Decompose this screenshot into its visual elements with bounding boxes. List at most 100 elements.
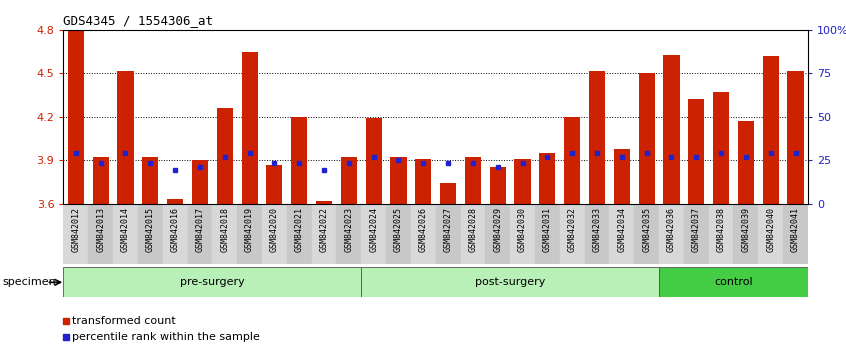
Bar (539, 153, 556, 204)
Text: GSM842031: GSM842031 (543, 207, 552, 252)
Bar (341, 157, 357, 204)
Bar (63, 204, 88, 264)
Bar (291, 117, 307, 204)
Bar (560, 204, 585, 264)
Bar (92, 157, 109, 204)
Text: GSM842026: GSM842026 (419, 207, 428, 252)
Bar (311, 204, 337, 264)
Text: GSM842022: GSM842022 (320, 207, 328, 252)
Bar (464, 157, 481, 204)
Bar (192, 160, 208, 204)
Text: control: control (714, 277, 753, 287)
Bar (613, 149, 630, 204)
Bar (585, 204, 609, 264)
Bar (564, 117, 580, 204)
Bar (684, 204, 709, 264)
Bar (241, 52, 258, 204)
Text: GSM842018: GSM842018 (220, 207, 229, 252)
Bar (639, 73, 655, 204)
Text: GSM842020: GSM842020 (270, 207, 279, 252)
Bar (738, 121, 754, 204)
Bar (659, 267, 808, 297)
Bar (167, 199, 184, 204)
Bar (486, 204, 510, 264)
Bar (262, 204, 287, 264)
Bar (88, 204, 113, 264)
Text: GSM842030: GSM842030 (518, 207, 527, 252)
Bar (535, 204, 560, 264)
Bar (788, 70, 804, 204)
Bar (162, 204, 188, 264)
Text: GSM842038: GSM842038 (717, 207, 726, 252)
Bar (287, 204, 311, 264)
Text: GSM842023: GSM842023 (344, 207, 354, 252)
Bar (436, 204, 460, 264)
Bar (113, 204, 138, 264)
Bar (688, 99, 705, 204)
Bar (609, 204, 634, 264)
Bar (411, 204, 436, 264)
Bar (212, 204, 237, 264)
Bar (589, 70, 605, 204)
Text: GSM842035: GSM842035 (642, 207, 651, 252)
Bar (386, 204, 411, 264)
Bar (63, 267, 361, 297)
Text: GSM842019: GSM842019 (245, 207, 254, 252)
Bar (713, 92, 729, 204)
Bar (733, 204, 758, 264)
Bar (490, 167, 506, 204)
Bar (316, 201, 332, 204)
Text: GSM842015: GSM842015 (146, 207, 155, 252)
Bar (709, 204, 733, 264)
Text: percentile rank within the sample: percentile rank within the sample (72, 332, 260, 342)
Bar (138, 204, 162, 264)
Text: GSM842040: GSM842040 (766, 207, 775, 252)
Text: GSM842025: GSM842025 (394, 207, 403, 252)
Text: pre-surgery: pre-surgery (180, 277, 244, 287)
Text: GSM842041: GSM842041 (791, 207, 800, 252)
Bar (783, 204, 808, 264)
Bar (266, 165, 283, 204)
Text: post-surgery: post-surgery (475, 277, 546, 287)
Text: GSM842021: GSM842021 (294, 207, 304, 252)
Bar (118, 70, 134, 204)
Text: GSM842034: GSM842034 (618, 207, 626, 252)
Bar (659, 204, 684, 264)
Bar (237, 204, 262, 264)
Text: GSM842033: GSM842033 (592, 207, 602, 252)
Text: GSM842039: GSM842039 (741, 207, 750, 252)
Text: transformed count: transformed count (72, 316, 176, 326)
Text: GSM842037: GSM842037 (692, 207, 700, 252)
Bar (68, 30, 84, 204)
Bar (634, 204, 659, 264)
Bar (460, 204, 486, 264)
Text: GSM842032: GSM842032 (568, 207, 577, 252)
Bar (762, 56, 779, 204)
Text: GSM842028: GSM842028 (469, 207, 477, 252)
Bar (758, 204, 783, 264)
Text: GSM842036: GSM842036 (667, 207, 676, 252)
Bar (663, 55, 679, 204)
Text: GSM842024: GSM842024 (369, 207, 378, 252)
Text: GSM842017: GSM842017 (195, 207, 205, 252)
Bar (510, 204, 535, 264)
Text: GSM842016: GSM842016 (171, 207, 179, 252)
Bar (142, 157, 158, 204)
Text: specimen: specimen (3, 277, 57, 287)
Bar (514, 159, 530, 204)
Bar (361, 204, 386, 264)
Bar (440, 183, 456, 204)
Bar (415, 159, 431, 204)
Bar (361, 267, 659, 297)
Bar (365, 118, 382, 204)
Bar (217, 108, 233, 204)
Text: GSM842012: GSM842012 (71, 207, 80, 252)
Text: GSM842027: GSM842027 (443, 207, 453, 252)
Text: GDS4345 / 1554306_at: GDS4345 / 1554306_at (63, 14, 213, 27)
Bar (188, 204, 212, 264)
Bar (390, 157, 407, 204)
Text: GSM842029: GSM842029 (493, 207, 503, 252)
Bar (337, 204, 361, 264)
Text: GSM842013: GSM842013 (96, 207, 105, 252)
Text: GSM842014: GSM842014 (121, 207, 130, 252)
